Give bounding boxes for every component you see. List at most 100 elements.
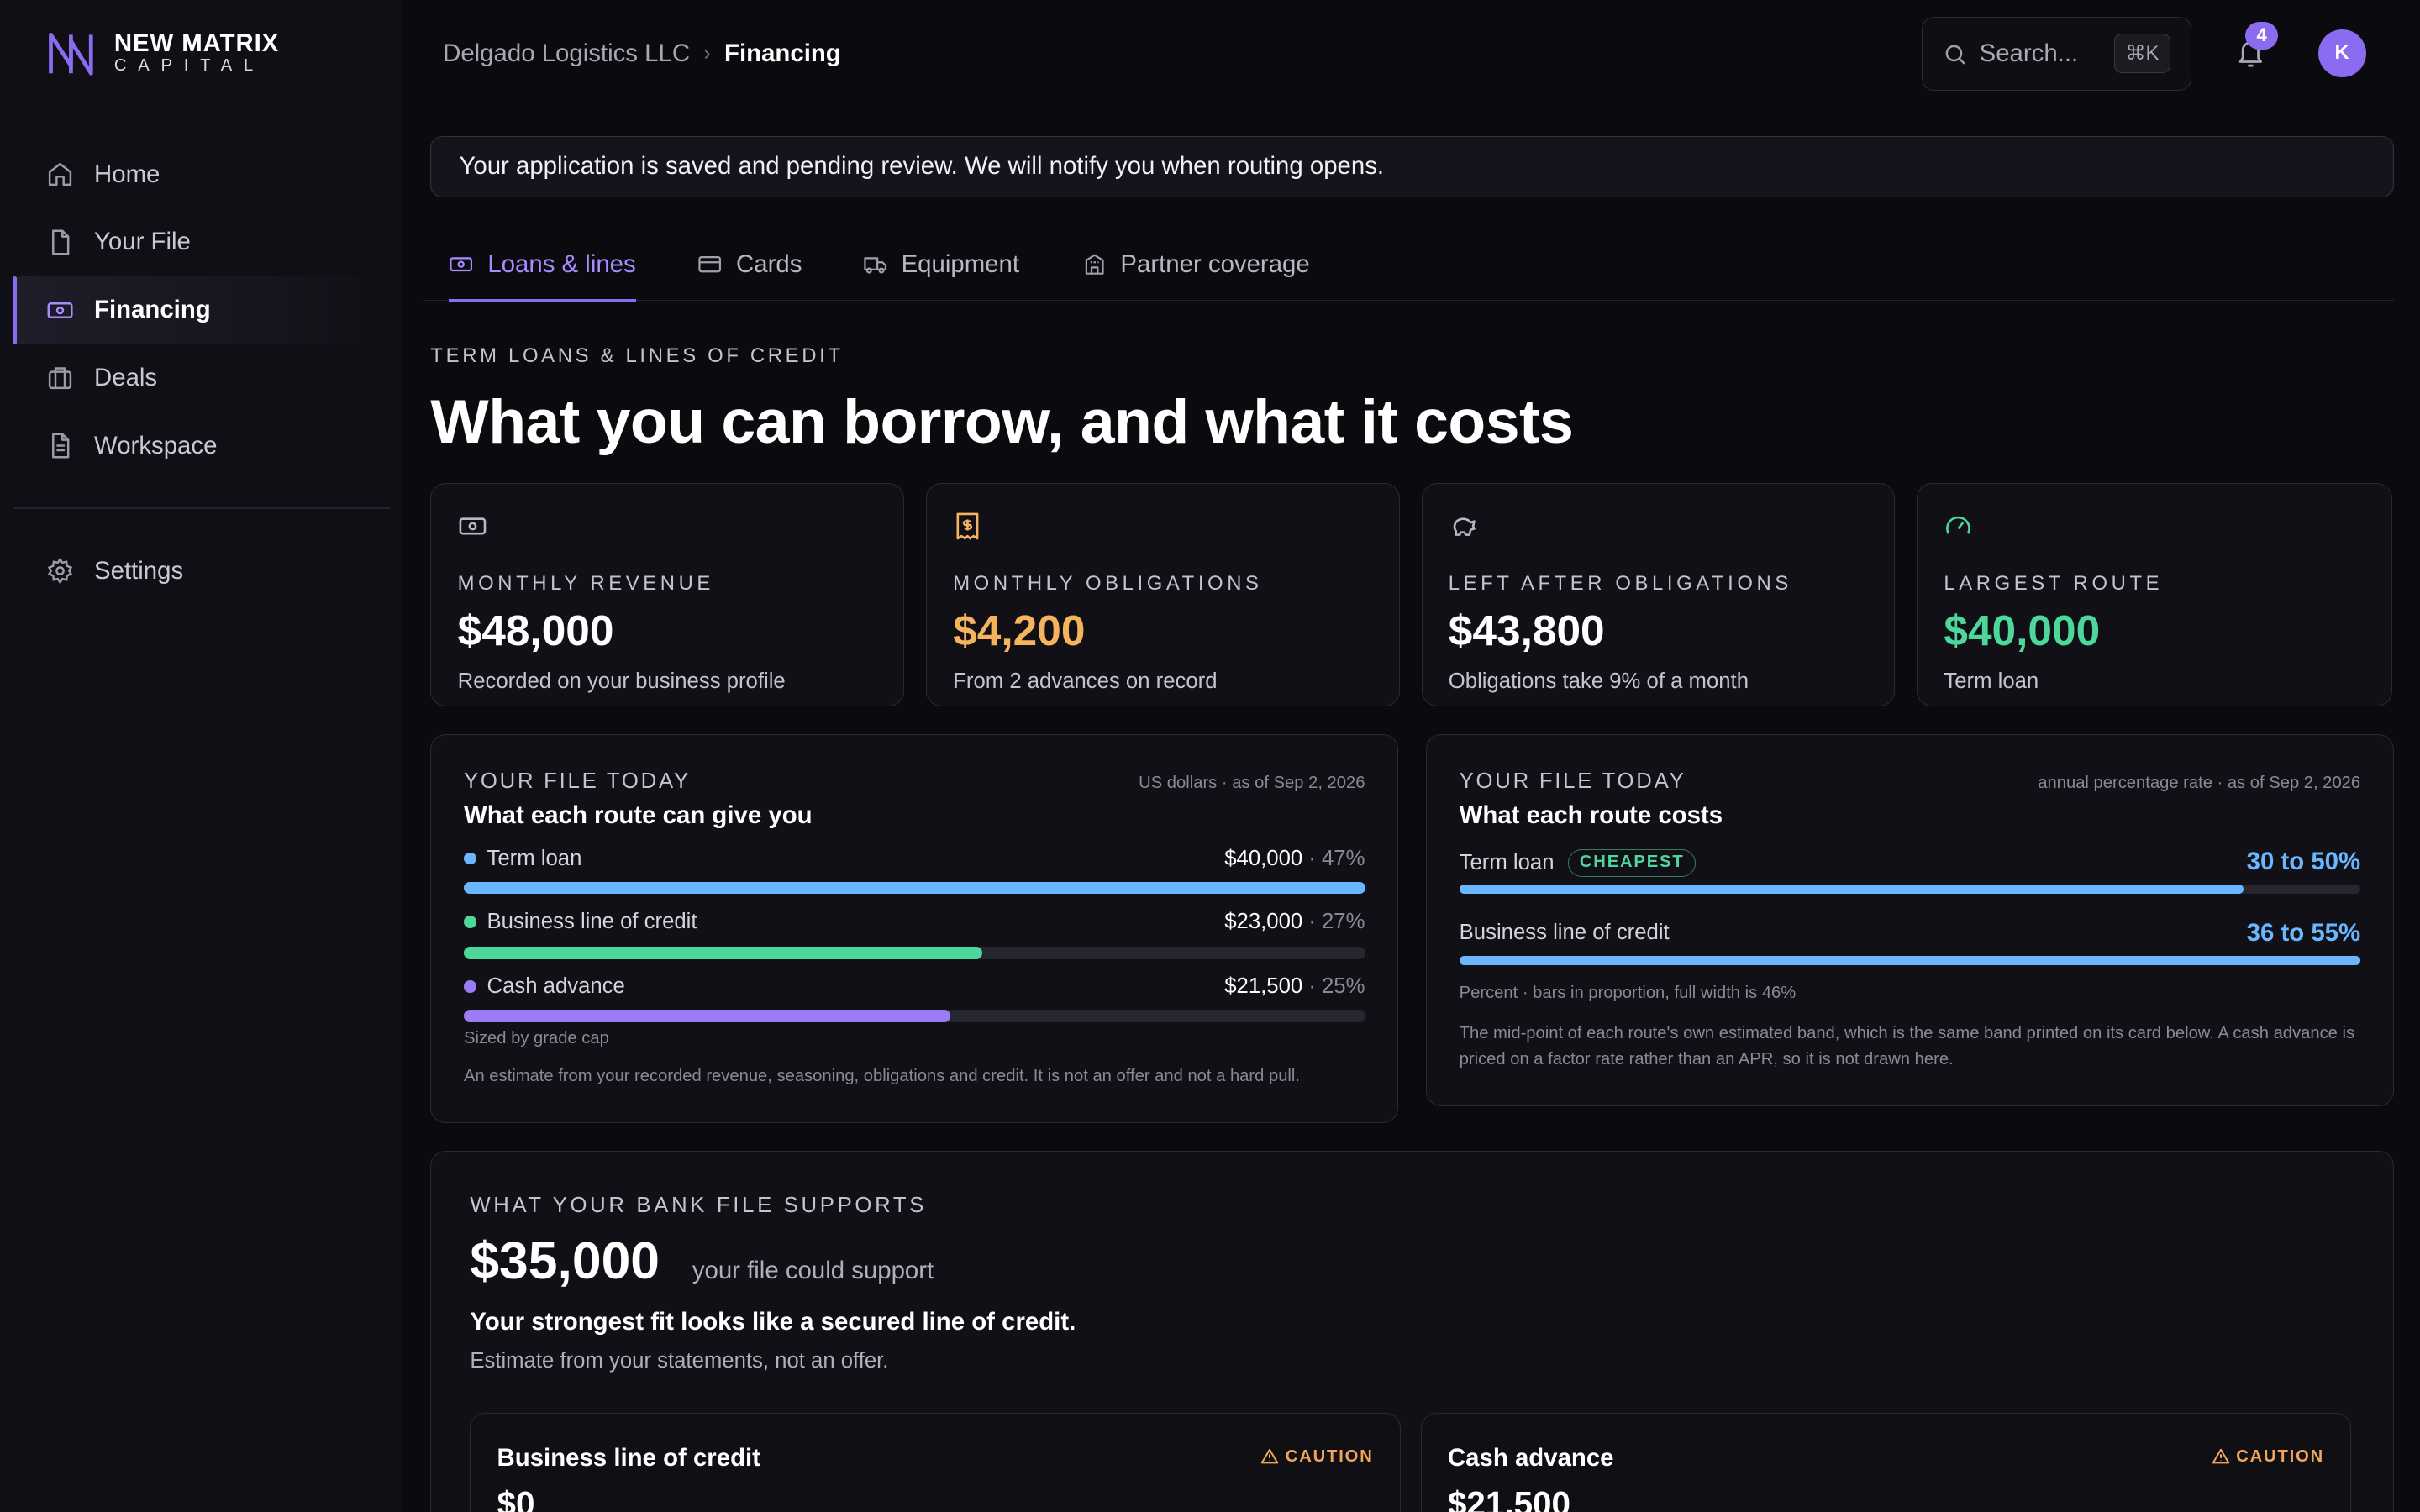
status-notice: Your application is saved and pending re… bbox=[430, 135, 2394, 198]
briefcase-icon bbox=[48, 367, 72, 390]
route-value: $40,000 bbox=[1224, 846, 1303, 870]
search-placeholder: Search... bbox=[1979, 39, 2079, 68]
financing-tabs: Loans & lines Cards Equipment Partner co… bbox=[423, 228, 2394, 302]
caution-label: CAUTION bbox=[1285, 1446, 1374, 1466]
panel-title: What each route costs bbox=[1459, 801, 1723, 830]
breadcrumb-root[interactable]: Delgado Logistics LLC bbox=[443, 39, 691, 68]
tab-equipment[interactable]: Equipment bbox=[863, 228, 1019, 301]
strongest-fit: Your strongest fit looks like a secured … bbox=[470, 1307, 1076, 1336]
sidebar-item-label: Settings bbox=[94, 556, 184, 585]
cost-range: 36 to 55% bbox=[2246, 918, 2361, 947]
sidebar-item-workspace[interactable]: Workspace bbox=[13, 412, 390, 480]
search-shortcut-hint: ⌘K bbox=[2113, 33, 2171, 74]
tab-cards[interactable]: Cards bbox=[697, 228, 802, 301]
route-bar-cash-advance bbox=[463, 1010, 951, 1022]
gear-icon bbox=[47, 557, 73, 585]
stat-subtext: Recorded on your business profile bbox=[457, 669, 786, 693]
logo-mark-icon bbox=[49, 33, 93, 76]
route-label: Business line of credit bbox=[487, 909, 697, 933]
breadcrumb-current: Financing bbox=[724, 39, 841, 68]
tab-partner-coverage[interactable]: Partner coverage bbox=[1082, 228, 1310, 301]
tab-loans-lines[interactable]: Loans & lines bbox=[449, 228, 636, 302]
top-bar: Delgado Logistics LLC › Financing Search… bbox=[404, 0, 2420, 108]
stat-subtext: From 2 advances on record bbox=[953, 669, 1218, 693]
brand-logo[interactable]: NEW MATRIX CAPITAL bbox=[12, 0, 390, 108]
piggy-bank-icon bbox=[1453, 517, 1476, 536]
option-card-line-of-credit[interactable]: Business line of credit $0 CAUTION bbox=[470, 1412, 1401, 1512]
sidebar-item-home[interactable]: Home bbox=[13, 140, 390, 208]
bank-file-panel: WHAT YOUR BANK FILE SUPPORTS $35,000 you… bbox=[430, 1151, 2394, 1512]
scale-note: Percent · bars in proportion, full width… bbox=[1459, 984, 1797, 1003]
sidebar-nav: Home Your File Financing Deals Workspace bbox=[0, 108, 402, 605]
main-content: Delgado Logistics LLC › Financing Search… bbox=[404, 0, 2420, 1512]
tab-label: Equipment bbox=[901, 249, 1020, 278]
sidebar-item-your-file[interactable]: Your File bbox=[13, 208, 390, 276]
breadcrumb-chevron-icon: › bbox=[703, 42, 711, 66]
brand-subname: CAPITAL bbox=[113, 56, 265, 76]
route-value: $21,500 bbox=[1224, 974, 1303, 998]
supported-amount-caption: your file could support bbox=[692, 1257, 934, 1285]
route-label: Term loan bbox=[487, 846, 582, 870]
route-row-cash-advance: Cash advance bbox=[463, 974, 625, 999]
legend-dot bbox=[463, 915, 476, 928]
panel-meta: annual percentage rate · as of Sep 2, 20… bbox=[2038, 774, 2361, 793]
route-percent: 25% bbox=[1322, 974, 1365, 998]
route-amount: $21,500 · 25% bbox=[1224, 974, 1365, 998]
route-label: Cash advance bbox=[487, 974, 625, 998]
sidebar-item-financing[interactable]: Financing bbox=[12, 276, 390, 344]
sidebar-item-label: Home bbox=[94, 160, 160, 188]
route-percent: 47% bbox=[1322, 846, 1365, 870]
sidebar-item-deals[interactable]: Deals bbox=[13, 344, 390, 412]
stat-subtext: Term loan bbox=[1944, 669, 2039, 693]
route-amount: $40,000 · 47% bbox=[1224, 846, 1365, 870]
stat-label: MONTHLY OBLIGATIONS bbox=[953, 572, 1263, 596]
receipt-icon bbox=[956, 512, 979, 540]
panel-eyebrow: WHAT YOUR BANK FILE SUPPORTS bbox=[470, 1193, 928, 1217]
sidebar-divider bbox=[12, 507, 390, 510]
file-icon bbox=[52, 229, 70, 255]
stat-subtext: Obligations take 9% of a month bbox=[1448, 669, 1749, 693]
grade-cap-note: Sized by grade cap bbox=[463, 1028, 609, 1047]
stat-label: LEFT AFTER OBLIGATIONS bbox=[1448, 572, 1792, 596]
banknote-icon bbox=[450, 257, 473, 272]
route-row-line-of-credit: Business line of credit bbox=[463, 909, 697, 934]
sidebar-item-settings[interactable]: Settings bbox=[13, 537, 390, 605]
stat-value: $40,000 bbox=[1944, 606, 2101, 655]
option-value: $21,500 bbox=[1447, 1484, 1570, 1512]
route-value: $23,000 bbox=[1224, 909, 1303, 933]
avatar[interactable]: K bbox=[2317, 29, 2366, 77]
stat-card-monthly-revenue: MONTHLY REVENUE $48,000 Recorded on your… bbox=[430, 482, 905, 707]
search-input[interactable]: Search... ⌘K bbox=[1921, 17, 2192, 92]
cost-bar-term-loan bbox=[1459, 885, 2244, 895]
brand-name: NEW MATRIX bbox=[113, 29, 280, 58]
panel-meta: US dollars · as of Sep 2, 2026 bbox=[1139, 774, 1365, 793]
legend-dot bbox=[463, 980, 476, 993]
cost-row-term-loan: Term loan CHEAPEST bbox=[1459, 849, 1697, 878]
route-amounts-panel: YOUR FILE TODAY What each route can give… bbox=[430, 734, 1399, 1124]
route-amount: $23,000 · 27% bbox=[1224, 909, 1365, 933]
option-card-cash-advance[interactable]: Cash advance $21,500 CAUTION bbox=[1420, 1412, 2352, 1512]
stat-value: $48,000 bbox=[457, 606, 614, 655]
caution-badge: CAUTION bbox=[2212, 1447, 2324, 1467]
warning-icon bbox=[1261, 1449, 1279, 1464]
page-title: What you can borrow, and what it costs bbox=[430, 386, 1574, 457]
route-label: Business line of credit bbox=[1459, 920, 1670, 944]
stat-value: $4,200 bbox=[953, 606, 1086, 655]
cost-range: 30 to 50% bbox=[2246, 848, 2361, 876]
route-bar-term-loan bbox=[463, 881, 1365, 895]
stat-label: LARGEST ROUTE bbox=[1944, 572, 2164, 596]
stat-value: $43,800 bbox=[1448, 606, 1605, 655]
warning-icon bbox=[2212, 1449, 2230, 1464]
route-label: Term loan bbox=[1459, 851, 1555, 875]
notification-badge[interactable]: 4 bbox=[2245, 21, 2278, 50]
tab-label: Loans & lines bbox=[487, 249, 636, 278]
panel-title: What each route can give you bbox=[463, 801, 813, 830]
sidebar-item-label: Your File bbox=[94, 228, 191, 256]
tab-label: Partner coverage bbox=[1120, 249, 1310, 278]
banknote-icon bbox=[47, 302, 73, 318]
sidebar-item-label: Workspace bbox=[94, 431, 218, 459]
stat-card-largest-route: LARGEST ROUTE $40,000 Term loan bbox=[1917, 482, 2392, 707]
panel-eyebrow: YOUR FILE TODAY bbox=[1459, 769, 1686, 793]
option-title: Cash advance bbox=[1447, 1444, 1614, 1473]
